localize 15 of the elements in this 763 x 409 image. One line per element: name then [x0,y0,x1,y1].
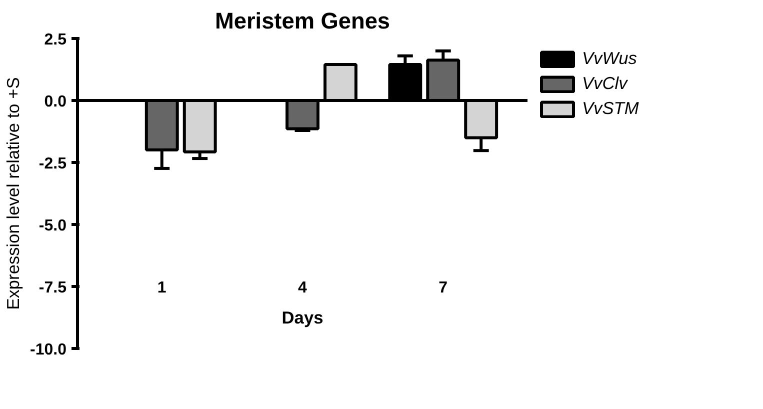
y-tick-label: -2.5 [38,156,67,172]
y-axis-title: Expression level relative to +S [3,77,24,310]
y-tick-label: 2.5 [44,32,67,48]
legend-label: VvClv [582,73,628,94]
y-tick-label: -5.0 [38,218,67,234]
x-tick-label: 4 [298,280,308,296]
y-tick-label: 0.0 [44,94,67,110]
legend-label: VvSTM [582,98,639,119]
chart-title: Meristem Genes [214,8,390,34]
y-tick-label: -10.0 [30,342,67,358]
y-tick-label: -7.5 [38,280,67,296]
legend-label: VvWus [582,48,637,69]
x-axis-title: Days [282,308,324,328]
x-tick-label: 7 [438,280,448,296]
x-tick-label: 1 [157,280,166,296]
